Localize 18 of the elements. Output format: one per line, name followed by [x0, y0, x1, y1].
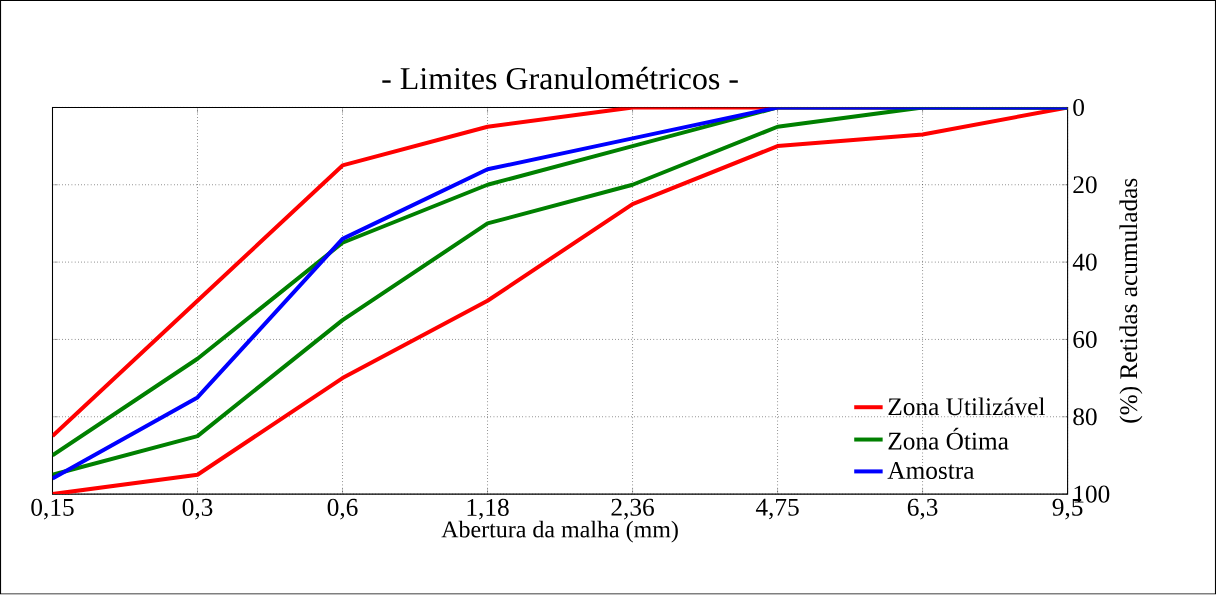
legend-label: Zona Ótima: [888, 427, 1009, 450]
x-tick-label: 1,18: [467, 499, 509, 520]
x-tick-label: 6,3: [907, 499, 938, 520]
y-axis-title: (%) Retidas acumuladas: [1119, 178, 1143, 423]
y-tick-label: 20: [1073, 176, 1097, 194]
x-tick-label: 0,15: [31, 499, 74, 520]
x-tick-label: 2,36: [611, 499, 654, 520]
y-tick-label: 0: [1073, 99, 1084, 117]
x-tick-label: 0,6: [327, 499, 358, 520]
y-tick-label: 40: [1072, 253, 1097, 271]
x-axis-title: Abertura da malha (mm): [441, 520, 678, 543]
y-tick-label: 80: [1073, 408, 1097, 426]
legend-label: Zona Utilizável: [888, 397, 1045, 416]
chart-title: - Limites Granulométricos -: [382, 67, 738, 90]
y-tick-label: 60: [1073, 331, 1097, 349]
legend-label: Amostra: [887, 462, 975, 480]
x-tick-label: 4,75: [755, 499, 799, 520]
x-tick-label: 0,3: [182, 499, 213, 520]
